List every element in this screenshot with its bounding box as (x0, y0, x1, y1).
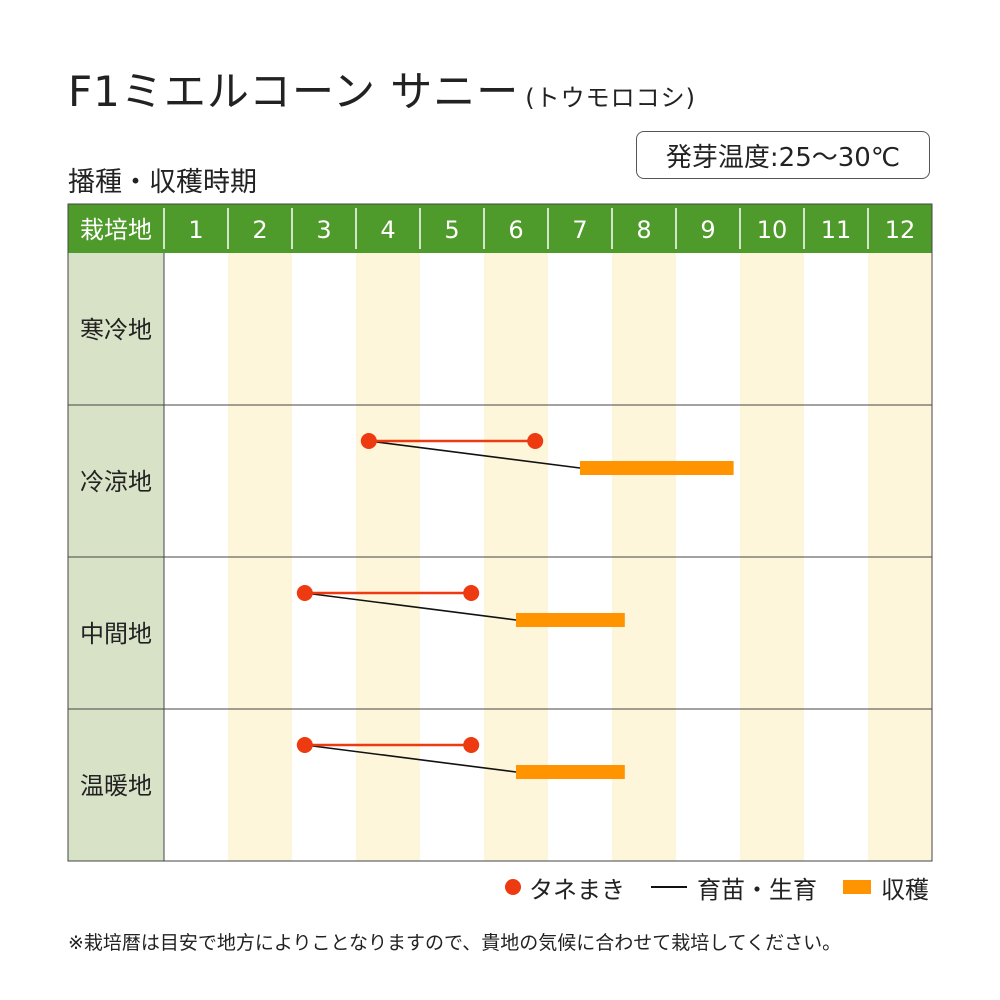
section-title: 播種・収穫時期 (68, 167, 257, 198)
sowing-dot-end (463, 737, 480, 753)
sowing-dot-end (527, 433, 544, 449)
growing-line (368, 440, 581, 469)
month-label: 6 (508, 216, 523, 244)
region-label: 冷涼地 (80, 468, 152, 496)
month-label: 3 (316, 216, 331, 244)
title-text: F1ミエルコーン サニー (68, 67, 520, 116)
month-label: 9 (700, 216, 715, 244)
legend-sowing: タネまき (505, 870, 625, 905)
growing-line (304, 744, 517, 773)
sowing-dot-start (296, 737, 313, 753)
region-label: 温暖地 (80, 772, 152, 800)
sowing-dot-start (360, 433, 377, 449)
region-label: 寒冷地 (80, 316, 152, 344)
sowing-dot-start (296, 585, 313, 601)
month-label: 11 (821, 216, 852, 244)
growing-line (304, 592, 517, 621)
sowing-dot-icon (505, 879, 521, 895)
legend-harvest-label: 収穫 (881, 875, 929, 904)
germination-temp-badge: 発芽温度:25〜30℃ (636, 131, 930, 179)
month-label: 1 (188, 216, 203, 244)
legend: タネまき 育苗・生育 収穫 (505, 870, 929, 904)
month-label: 8 (636, 216, 651, 244)
harvest-bar (580, 461, 734, 475)
harvest-bar (516, 765, 625, 779)
title-subtitle: (トウモロコシ) (525, 84, 697, 112)
legend-growing-label: 育苗・生育 (697, 875, 817, 904)
legend-harvest: 収穫 (843, 870, 929, 905)
month-label: 7 (572, 216, 587, 244)
harvest-bar (516, 613, 625, 627)
chart-border (67, 203, 933, 862)
page-title: F1ミエルコーン サニー (トウモロコシ) (68, 58, 696, 119)
month-label: 10 (757, 216, 788, 244)
legend-growing: 育苗・生育 (651, 870, 817, 905)
header-row (68, 204, 932, 253)
region-label: 中間地 (80, 620, 152, 648)
month-label: 12 (885, 216, 916, 244)
growing-line-icon (651, 886, 687, 888)
month-label: 4 (380, 216, 395, 244)
harvest-bar-icon (843, 880, 871, 894)
month-label: 2 (252, 216, 267, 244)
legend-sowing-label: タネまき (529, 875, 625, 904)
sowing-dot-end (463, 585, 480, 601)
month-label: 5 (444, 216, 459, 244)
footnote: ※栽培暦は目安で地方によりことなりますので、貴地の気候に合わせて栽培してください… (68, 932, 842, 954)
header-label: 栽培地 (80, 216, 152, 244)
